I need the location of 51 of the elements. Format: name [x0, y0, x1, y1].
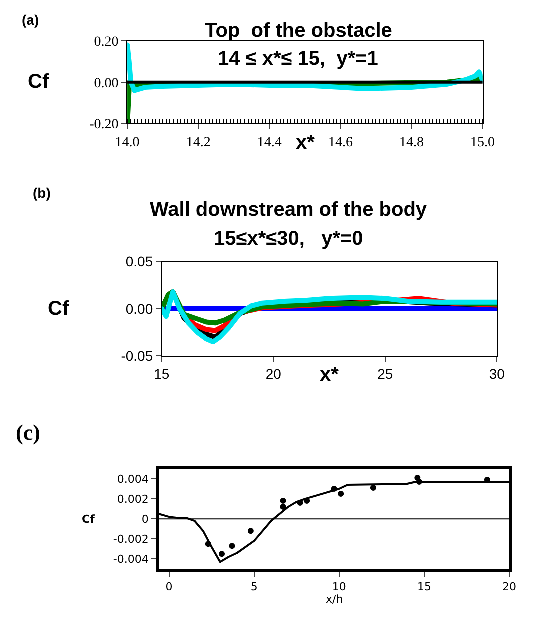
x-tick-label: 14.8: [400, 136, 424, 151]
x-tick-label: 14.2: [186, 136, 211, 151]
x-tick-label: 15.0: [470, 136, 496, 151]
y-tick-label: -0.004: [113, 552, 149, 566]
point: [248, 528, 254, 534]
y-tick-label: 0.05: [126, 254, 154, 270]
y-axis-title: Cf: [82, 513, 96, 526]
point: [304, 498, 310, 504]
x-axis-title: x*: [320, 364, 340, 386]
y-tick-label: 0.004: [117, 472, 149, 486]
chart-subtitle: 14 ≤ x*≤ 15, y*=1: [218, 48, 378, 70]
x-tick-label: 10: [332, 580, 346, 594]
point: [297, 500, 304, 506]
point: [205, 541, 212, 548]
chart-subtitle: 15≤x*≤30, y*=0: [214, 228, 364, 250]
x-axis-title: x*: [296, 132, 316, 154]
y-axis-title: Cf: [28, 71, 50, 93]
point: [416, 479, 422, 485]
x-tick-label: 5: [250, 580, 258, 594]
x-axis-title: x/h: [326, 593, 344, 606]
text: (b): [33, 185, 51, 201]
chart-title: Wall downstream of the body: [150, 199, 428, 221]
y-tick-label: -0.05: [121, 348, 154, 364]
x-tick-label: 20: [266, 366, 282, 382]
y-tick-label: 0: [142, 512, 149, 526]
y-tick-label: -0.002: [113, 532, 149, 546]
y-axis-title: Cf: [48, 298, 70, 320]
text: (c): [16, 420, 40, 445]
y-tick-label: 0.002: [117, 492, 149, 506]
point: [280, 498, 286, 504]
point: [331, 486, 338, 492]
y-tick-label: 0.00: [94, 76, 119, 92]
x-tick-label: 20: [502, 580, 517, 594]
x-tick-label: 14.6: [328, 136, 353, 151]
y-tick-label: 0.20: [94, 34, 119, 50]
x-tick-label: 14.4: [257, 136, 282, 151]
text: (a): [22, 12, 40, 28]
point: [370, 485, 376, 492]
point: [219, 551, 226, 558]
x-tick-label: 14.0: [115, 136, 140, 151]
y-tick-label: 0.00: [126, 300, 154, 317]
x-tick-label: 30: [489, 366, 506, 382]
point: [280, 504, 286, 510]
x-tick-label: 0: [166, 580, 173, 594]
y-tick-label: -0.20: [90, 118, 119, 133]
x-tick-label: 15: [154, 366, 170, 382]
point: [338, 491, 344, 498]
point: [229, 543, 236, 550]
chart-title: Top of the obstacle: [205, 20, 392, 42]
x-tick-label: 25: [378, 366, 394, 382]
x-tick-label: 15: [417, 580, 432, 594]
